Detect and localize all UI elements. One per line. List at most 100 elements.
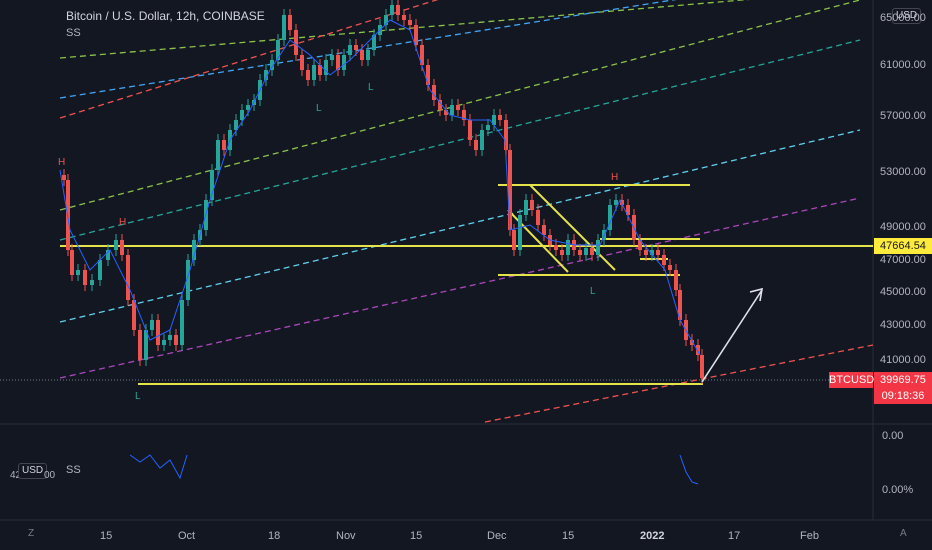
candle-body bbox=[596, 240, 600, 255]
candle-body bbox=[590, 248, 594, 255]
chart-title: Bitcoin / U.S. Dollar, 12h, COINBASE bbox=[66, 9, 265, 23]
candle-body bbox=[608, 205, 612, 230]
candle-body bbox=[508, 150, 512, 230]
candle-body bbox=[288, 15, 292, 30]
candle-body bbox=[690, 340, 694, 345]
currency-button[interactable]: USD bbox=[892, 8, 922, 24]
candle-body bbox=[408, 20, 412, 25]
candle-body bbox=[126, 255, 130, 300]
candle-body bbox=[438, 100, 442, 110]
candle-body bbox=[402, 15, 406, 20]
indicator-line-right bbox=[679, 454, 699, 485]
candle-body bbox=[492, 115, 496, 125]
auto-scale-z-button[interactable]: Z bbox=[28, 528, 35, 539]
candle-body bbox=[192, 240, 196, 260]
candle-body bbox=[114, 240, 118, 250]
marker-h: H bbox=[119, 217, 126, 228]
indicator-left-value: 42 bbox=[10, 470, 22, 481]
marker-l: L bbox=[590, 286, 596, 297]
time-axis-label: 15 bbox=[562, 530, 575, 542]
support-resistance-lines bbox=[60, 184, 873, 385]
time-axis-label: Feb bbox=[800, 530, 819, 542]
candle-body bbox=[70, 250, 74, 275]
candle-body bbox=[518, 215, 522, 250]
price-axis-label: 61000.00 bbox=[880, 59, 926, 71]
marker-l: L bbox=[135, 391, 141, 402]
candle-body bbox=[444, 110, 448, 115]
candle-body bbox=[678, 290, 682, 320]
candle-body bbox=[530, 200, 534, 210]
candle-body bbox=[324, 60, 328, 75]
price-axis-label: 41000.00 bbox=[880, 354, 926, 366]
candle-body bbox=[366, 50, 370, 60]
candle-body bbox=[216, 140, 220, 170]
candle-body bbox=[98, 260, 102, 280]
candle-body bbox=[234, 120, 238, 130]
indicator-axis-label: 0.00% bbox=[882, 484, 914, 496]
candle-body bbox=[480, 130, 484, 150]
candle-body bbox=[524, 200, 528, 215]
marker-h: H bbox=[611, 172, 618, 183]
candle-body bbox=[372, 35, 376, 50]
candle-body bbox=[486, 125, 490, 130]
candle-body bbox=[276, 40, 280, 60]
forecast-arrow bbox=[701, 287, 763, 383]
indicator-line bbox=[129, 454, 188, 480]
candle-body bbox=[156, 320, 160, 345]
candle-body bbox=[354, 45, 358, 50]
candle-body bbox=[644, 250, 648, 255]
candle-body bbox=[174, 335, 178, 345]
candle-body bbox=[150, 320, 154, 330]
candle-body bbox=[168, 335, 172, 340]
price-axis-label: 53000.00 bbox=[880, 166, 926, 178]
candle-body bbox=[264, 70, 268, 80]
time-axis-label: Nov bbox=[336, 530, 356, 542]
candle-body bbox=[384, 15, 388, 25]
indicator-pane-label[interactable]: SS bbox=[66, 464, 81, 476]
candle-body bbox=[342, 55, 346, 70]
candle-body bbox=[162, 340, 166, 345]
candle-body bbox=[560, 250, 564, 255]
time-axis-label: 17 bbox=[728, 530, 741, 542]
candle-body bbox=[132, 300, 136, 330]
candlestick-series bbox=[62, 0, 704, 384]
candle-body bbox=[62, 175, 66, 180]
indicator-label[interactable]: SS bbox=[66, 27, 81, 39]
candle-body bbox=[696, 345, 700, 355]
time-axis-label: 2022 bbox=[640, 530, 665, 542]
candle-body bbox=[578, 250, 582, 255]
candle-body bbox=[246, 105, 250, 110]
candle-body bbox=[674, 270, 678, 290]
price-axis-label: 43000.00 bbox=[880, 319, 926, 331]
last-price-label: 39969.75 bbox=[874, 372, 932, 388]
candle-body bbox=[210, 170, 214, 200]
indicator-left-value-tail: 00 bbox=[44, 470, 56, 481]
candle-body bbox=[106, 250, 110, 260]
price-axis-label: 49000.00 bbox=[880, 221, 926, 233]
candle-body bbox=[668, 265, 672, 270]
candle-body bbox=[656, 250, 660, 255]
candle-body bbox=[222, 140, 226, 150]
candle-body bbox=[240, 110, 244, 120]
candle-body bbox=[294, 30, 298, 55]
candle-body bbox=[282, 15, 286, 40]
candle-body bbox=[83, 270, 87, 285]
countdown-label: 09:18:36 bbox=[874, 388, 932, 404]
price-axis-label: 65000.00 bbox=[880, 12, 926, 24]
time-axis-label: Dec bbox=[487, 530, 507, 542]
indicator-axis-label: 0.00 bbox=[882, 430, 904, 442]
candle-body bbox=[396, 5, 400, 15]
marker-l: L bbox=[368, 82, 374, 93]
candle-body bbox=[336, 55, 340, 70]
auto-scale-a-button[interactable]: A bbox=[900, 528, 907, 539]
candle-body bbox=[638, 240, 642, 250]
marker-l: L bbox=[316, 103, 322, 114]
candle-body bbox=[432, 85, 436, 100]
candle-body bbox=[348, 45, 352, 55]
marker-h: H bbox=[58, 157, 65, 168]
candle-body bbox=[120, 240, 124, 255]
candle-body bbox=[306, 70, 310, 80]
candle-body bbox=[620, 200, 624, 205]
indicator-currency-button[interactable]: USD bbox=[18, 463, 48, 479]
